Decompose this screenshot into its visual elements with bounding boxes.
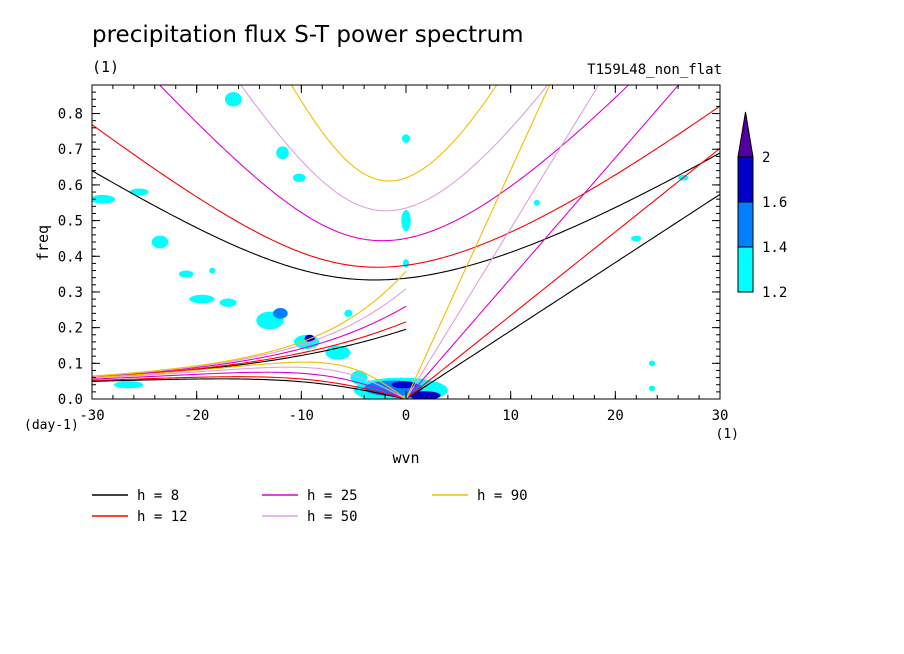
contour-blob xyxy=(648,385,656,392)
x-tick-label: 10 xyxy=(502,408,519,424)
legend-label: h = 8 xyxy=(137,488,179,504)
dispersion-curve xyxy=(405,85,600,399)
contour-blob xyxy=(219,298,237,307)
colorbar-cell xyxy=(737,201,754,248)
dispersion-curve xyxy=(405,85,680,399)
contour-blob xyxy=(533,199,540,206)
contour-blob xyxy=(631,235,642,242)
contour-blob xyxy=(292,173,306,183)
contour-blob xyxy=(129,188,149,196)
x-tick-label: -10 xyxy=(289,408,314,424)
y-tick-label: 0.8 xyxy=(58,107,83,123)
colorbar-extend-arrow xyxy=(737,111,754,158)
y-tick-label: 0.2 xyxy=(58,321,83,337)
x-units-label: (1) xyxy=(716,427,739,442)
dispersion-curve xyxy=(405,85,551,399)
axis-ticks: -30 -20 -10 0 10 20 30 0.0 0.1 0.2 0.3 0.4 0.5 0.6 0.7… xyxy=(58,84,729,424)
x-axis-label: wvn xyxy=(392,449,419,467)
colorbar-label: 1.2 xyxy=(762,285,787,301)
dispersion-curve xyxy=(92,152,720,281)
dispersion-curve xyxy=(92,305,407,378)
contour-blob xyxy=(402,259,410,268)
colorbar-cell xyxy=(737,156,754,203)
plot-frame xyxy=(91,84,721,400)
contour-blob xyxy=(209,267,216,274)
y-tick-label: 0.6 xyxy=(58,178,83,194)
dispersion-curve xyxy=(290,85,498,182)
y-tick-label: 0.4 xyxy=(58,249,83,265)
y-tick-label: 0.5 xyxy=(58,214,83,230)
y-axis-label: freq xyxy=(34,225,52,261)
dispersion-curve xyxy=(92,376,407,399)
dispersion-curve xyxy=(92,371,407,399)
x-tick-label: -20 xyxy=(184,408,209,424)
contour-blob xyxy=(151,235,169,249)
dispersion-curve xyxy=(405,193,720,399)
dispersion-curve xyxy=(92,321,407,378)
y-tick-label: 0.0 xyxy=(58,392,83,408)
contour-blob xyxy=(276,146,289,160)
y-tick-label: 0.1 xyxy=(58,356,83,372)
dispersion-curves xyxy=(92,85,720,399)
x-tick-label: 30 xyxy=(712,408,729,424)
y-units-label: (day-1) xyxy=(24,418,79,433)
y-tick-label: 0.7 xyxy=(58,142,83,158)
x-tick-label: 0 xyxy=(402,408,410,424)
colorbar-label: 2 xyxy=(762,150,770,166)
colorbar-label: 1.4 xyxy=(762,240,787,256)
contour-blob xyxy=(391,381,417,389)
legend-label: h = 50 xyxy=(307,509,358,525)
dispersion-curve xyxy=(92,270,407,377)
legend-label: h = 25 xyxy=(307,488,358,504)
x-tick-label: -30 xyxy=(79,408,104,424)
dispersion-curve xyxy=(92,361,407,399)
legend-label: h = 12 xyxy=(137,509,188,525)
legend-label: h = 90 xyxy=(477,488,528,504)
run-id-label: T159L48_non_flat xyxy=(587,62,722,78)
contour-blob xyxy=(178,270,194,278)
contour-blob xyxy=(344,309,353,317)
contour-blob xyxy=(224,92,242,107)
contour-blob xyxy=(401,134,411,143)
contour-blob xyxy=(409,391,441,399)
dispersion-curve xyxy=(92,105,720,268)
chart-title: precipitation flux S-T power spectrum xyxy=(92,22,524,48)
colorbar-label: 1.6 xyxy=(762,195,787,211)
x-tick-label: 20 xyxy=(607,408,624,424)
colorbar: 1.2 1.4 1.6 2 xyxy=(737,111,787,301)
legend: h = 8 h = 12 h = 25 h = 50 h = 90 xyxy=(92,488,528,525)
contour-blob xyxy=(273,308,288,319)
colorbar-cell xyxy=(737,246,754,293)
contour-fills xyxy=(92,92,689,399)
contour-blob xyxy=(92,194,116,204)
contour-blob xyxy=(648,360,656,367)
dispersion-curve xyxy=(240,85,549,212)
contour-blob xyxy=(113,381,144,389)
contour-blob xyxy=(401,209,411,232)
dispersion-curve xyxy=(405,147,720,399)
y-tick-label: 0.3 xyxy=(58,285,83,301)
dispersion-curve xyxy=(92,366,407,399)
chart-units-label: (1) xyxy=(92,58,120,76)
dispersion-curve xyxy=(158,85,630,242)
dispersion-curve xyxy=(92,378,407,399)
contour-blob xyxy=(189,294,215,304)
